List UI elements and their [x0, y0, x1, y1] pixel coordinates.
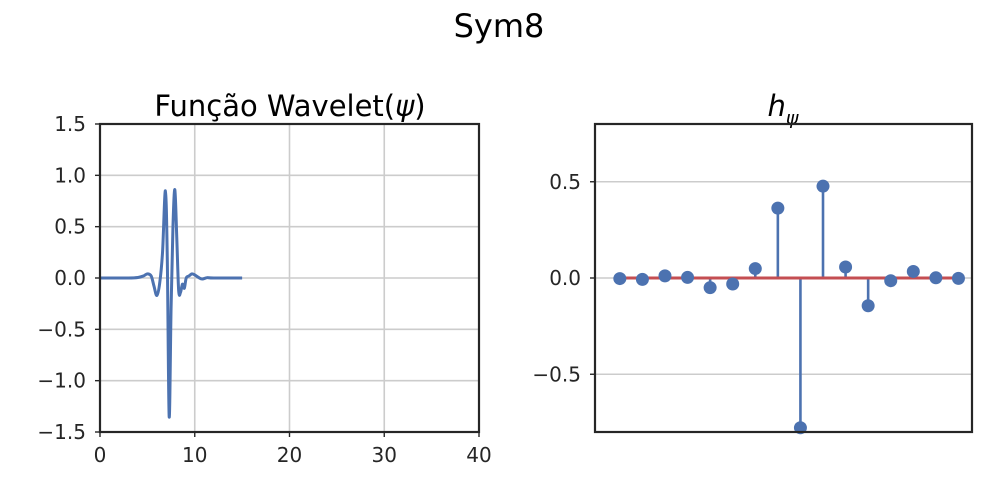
filter-y-tick-label: −0.5	[532, 362, 581, 386]
figure-title: Sym8	[454, 7, 545, 45]
filter-marker	[613, 272, 627, 286]
filter-marker	[884, 274, 898, 288]
filter-y-tick-label: 0.5	[549, 170, 581, 194]
wavelet-y-tick-label: −0.5	[37, 317, 86, 341]
filter-tick-labels: 0.5 0.0 −0.5	[532, 170, 595, 386]
filter-marker	[703, 281, 717, 295]
filter-marker	[748, 262, 762, 276]
wavelet-plot-frame	[98, 122, 481, 434]
wavelet-x-tick-label: 10	[182, 443, 207, 467]
filter-stems	[618, 186, 960, 428]
wavelet-y-tick-label: −1.0	[37, 369, 86, 393]
filter-marker	[861, 299, 875, 313]
wavelet-series-line	[99, 188, 243, 419]
wavelet-y-tick-label: 1.0	[54, 163, 86, 187]
filter-marker	[951, 271, 965, 285]
filter-marker	[635, 272, 649, 286]
filter-y-tick-label: 0.0	[549, 266, 581, 290]
filter-marker	[771, 201, 785, 215]
filter-marker	[658, 269, 672, 283]
filter-markers	[613, 179, 965, 435]
filter-marker	[906, 264, 920, 278]
wavelet-function-title: Função Wavelet(ψ)	[154, 89, 425, 123]
wavelet-x-tick-label: 30	[372, 443, 397, 467]
filter-marker	[929, 271, 943, 285]
filter-plot-frame	[593, 122, 974, 434]
wavelet-y-tick-label: 0.0	[54, 266, 86, 290]
wavelet-tick-labels: 0 10 20 30 40 1.5 1.0 0.5 0.0 −0.5 −1.0 −1.5	[37, 112, 491, 467]
wavelet-y-tick-label: −1.5	[37, 420, 86, 444]
filter-marker	[681, 270, 695, 284]
filter-marker	[839, 260, 853, 274]
wavelet-y-tick-label: 0.5	[54, 215, 86, 239]
filter-marker	[726, 277, 740, 291]
wavelet-y-tick-label: 1.5	[54, 112, 86, 136]
filter-marker	[816, 179, 830, 193]
wavelet-x-tick-label: 40	[466, 443, 491, 467]
wavelet-x-tick-label: 0	[94, 443, 107, 467]
wavelet-function-axes: Função Wavelet(ψ) 0 10 20 30 40 1.5 1.0 0.5 0.0 −…	[37, 89, 491, 467]
filter-coefficients-axes: hψ 0.50.0−0.5	[532, 89, 974, 435]
wavelet-x-tick-label: 20	[277, 443, 302, 467]
wavelet-gridlines	[99, 123, 480, 433]
